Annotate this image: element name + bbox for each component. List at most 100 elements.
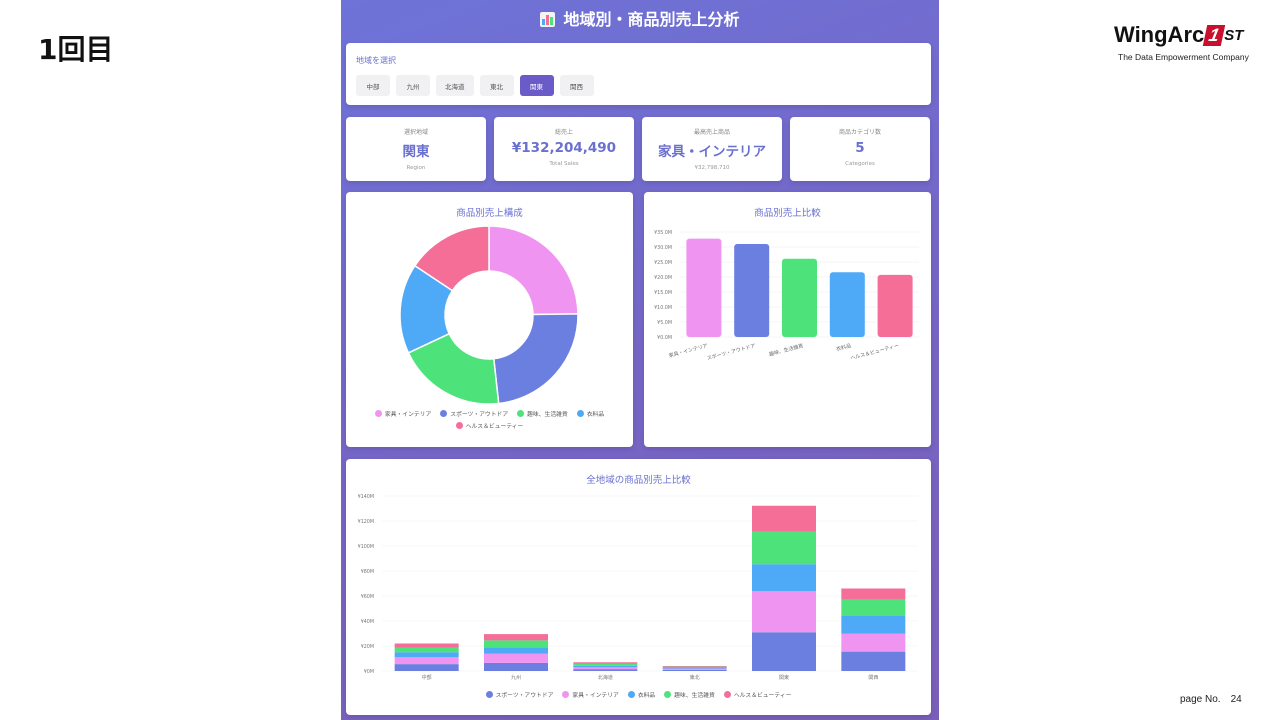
stacked-bar-segment[interactable] bbox=[752, 591, 816, 633]
donut-chart-legend: 家具・インテリア スポーツ・アウトドア 趣味、生活雑貨 衣料品ヘルス＆ビューティー bbox=[366, 409, 613, 430]
legend-item[interactable]: 衣料品 bbox=[576, 409, 605, 418]
donut-slice[interactable] bbox=[492, 313, 579, 405]
stat-sub: ¥32,798,710 bbox=[694, 165, 730, 171]
logo-one: 1 bbox=[1203, 24, 1226, 46]
legend-label: 衣料品 bbox=[637, 693, 656, 699]
stacked-bar-segment[interactable] bbox=[573, 665, 638, 668]
stacked-bar-segment[interactable] bbox=[484, 653, 548, 663]
bar[interactable] bbox=[734, 244, 770, 337]
stacked-bar-segment[interactable] bbox=[573, 662, 638, 664]
stacked-bar-segment[interactable] bbox=[841, 616, 906, 634]
stacked-bar-segment[interactable] bbox=[573, 669, 638, 671]
stacked-bar-segment[interactable] bbox=[394, 664, 459, 671]
stat-sub: Total Sales bbox=[549, 161, 579, 167]
stat-label: 選択地域 bbox=[403, 129, 428, 136]
stacked-bar-segment[interactable] bbox=[394, 647, 459, 653]
bar[interactable] bbox=[782, 258, 817, 337]
legend-item[interactable]: 趣味、生活雑貨 bbox=[664, 690, 715, 699]
stacked-bar-segment[interactable] bbox=[752, 564, 816, 592]
region-button-kansai[interactable]: 関西 bbox=[559, 75, 594, 96]
bar[interactable] bbox=[686, 238, 722, 337]
donut-chart bbox=[399, 225, 579, 405]
stacked-bar-segment[interactable] bbox=[484, 647, 548, 654]
stacked-bar-segment[interactable] bbox=[573, 667, 638, 670]
stat-label: 最高売上商品 bbox=[693, 129, 730, 136]
legend-item[interactable]: ヘルス＆ビューティー bbox=[723, 690, 792, 699]
stat-value: ¥132,204,490 bbox=[511, 140, 617, 156]
y-tick-label: ¥20M bbox=[361, 644, 374, 650]
legend-label: 家具・インテリア bbox=[384, 412, 432, 418]
x-tick-label: スポーツ・アウトドア bbox=[706, 342, 756, 362]
stacked-bar-segment[interactable] bbox=[662, 668, 727, 670]
region-button-tohoku[interactable]: 東北 bbox=[479, 75, 514, 96]
legend-label: ヘルス＆ビューティー bbox=[465, 424, 524, 430]
stat-card-category-count: 商品カテゴリ数 5 Categories bbox=[790, 117, 930, 181]
y-tick-label: ¥100M bbox=[358, 544, 374, 550]
region-button-chubu[interactable]: 中部 bbox=[356, 75, 390, 96]
stacked-chart-title: 全地域の商品別売上比較 bbox=[586, 475, 691, 486]
legend-label: 家具・インテリア bbox=[572, 693, 619, 699]
stacked-bar-segment[interactable] bbox=[394, 643, 459, 648]
region-button-kanto[interactable]: 関東 bbox=[519, 75, 554, 96]
stacked-bar-segment[interactable] bbox=[484, 662, 548, 671]
stacked-bar-segment[interactable] bbox=[752, 505, 816, 532]
dashboard-title-text: 地域別・商品別売上分析 bbox=[563, 10, 740, 29]
stacked-bar-segment[interactable] bbox=[394, 652, 459, 658]
stacked-bar-segment[interactable] bbox=[662, 666, 727, 667]
region-button-hokkaido[interactable]: 北海道 bbox=[436, 75, 474, 96]
x-tick-label: 九州 bbox=[511, 674, 521, 681]
stacked-bar-segment[interactable] bbox=[484, 634, 548, 641]
y-tick-label: ¥35.0M bbox=[654, 230, 672, 236]
donut-chart-title: 商品別売上構成 bbox=[456, 208, 523, 219]
donut-slice[interactable] bbox=[488, 225, 579, 316]
stacked-bar-segment[interactable] bbox=[484, 640, 548, 648]
legend-swatch bbox=[627, 691, 635, 698]
donut-slice[interactable] bbox=[407, 332, 500, 405]
region-button-kyushu[interactable]: 九州 bbox=[396, 75, 430, 96]
stacked-bar-segment[interactable] bbox=[662, 669, 727, 671]
y-tick-label: ¥40M bbox=[361, 619, 374, 625]
legend-item[interactable]: ヘルス＆ビューティー bbox=[455, 421, 524, 430]
x-tick-label: 東北 bbox=[690, 674, 700, 681]
bar[interactable] bbox=[829, 272, 865, 337]
y-tick-label: ¥25.0M bbox=[654, 260, 672, 266]
stat-label: 商品カテゴリ数 bbox=[838, 129, 881, 136]
logo-name: WingArc bbox=[1114, 22, 1205, 47]
y-tick-label: ¥60M bbox=[361, 594, 374, 600]
legend-item[interactable]: 衣料品 bbox=[627, 690, 656, 699]
legend-item[interactable]: 家具・インテリア bbox=[374, 409, 432, 418]
stat-card-region: 選択地域 関東 Region bbox=[346, 117, 486, 181]
legend-label: 衣料品 bbox=[586, 412, 605, 418]
stacked-bar-segment[interactable] bbox=[841, 588, 906, 600]
stacked-bar-segment[interactable] bbox=[573, 663, 638, 666]
legend-item[interactable]: スポーツ・アウトドア bbox=[440, 409, 508, 418]
legend-item[interactable]: 趣味、生活雑貨 bbox=[517, 409, 568, 418]
bar-chart-title: 商品別売上比較 bbox=[754, 208, 821, 219]
bar-chart-card: 商品別売上比較 ¥0.0M ¥5.0M ¥10.0M ¥15.0M ¥20.0M ¥25.… bbox=[644, 192, 931, 447]
stacked-bar-segment[interactable] bbox=[662, 667, 727, 669]
legend-label: ヘルス＆ビューティー bbox=[733, 693, 792, 699]
legend-item[interactable]: スポーツ・アウトドア bbox=[485, 690, 553, 699]
stacked-bar-segment[interactable] bbox=[841, 599, 906, 616]
stacked-bar-segment[interactable] bbox=[752, 531, 816, 565]
logo-suffix: ST bbox=[1224, 26, 1244, 44]
page-number: page No. 24 bbox=[1180, 694, 1242, 705]
donut-slice[interactable] bbox=[413, 225, 490, 292]
stacked-bar-segment[interactable] bbox=[841, 633, 906, 652]
legend-label: 趣味、生活雑貨 bbox=[527, 412, 568, 418]
stacked-bar-segment[interactable] bbox=[662, 666, 727, 668]
stacked-bar-segment[interactable] bbox=[841, 651, 906, 671]
stacked-bar-segment[interactable] bbox=[752, 632, 816, 671]
stat-value: 関東 bbox=[402, 144, 430, 160]
stacked-bar-segment[interactable] bbox=[394, 657, 459, 665]
legend-item[interactable]: 家具・インテリア bbox=[562, 690, 619, 699]
legend-label: 趣味、生活雑貨 bbox=[674, 693, 715, 699]
bar-chart-icon bbox=[540, 12, 556, 27]
legend-swatch bbox=[440, 410, 448, 417]
region-select-label: 地域を選択 bbox=[356, 56, 396, 65]
stat-label: 総売上 bbox=[554, 129, 573, 136]
bar[interactable] bbox=[877, 274, 913, 337]
stacked-bar-chart: ¥0M ¥20M ¥40M ¥60M ¥80M ¥100M ¥120M ¥140M 中部 九州 北海… bbox=[358, 494, 918, 681]
x-tick-label: ヘルス＆ビューティー bbox=[850, 342, 900, 362]
legend-swatch bbox=[485, 691, 493, 698]
